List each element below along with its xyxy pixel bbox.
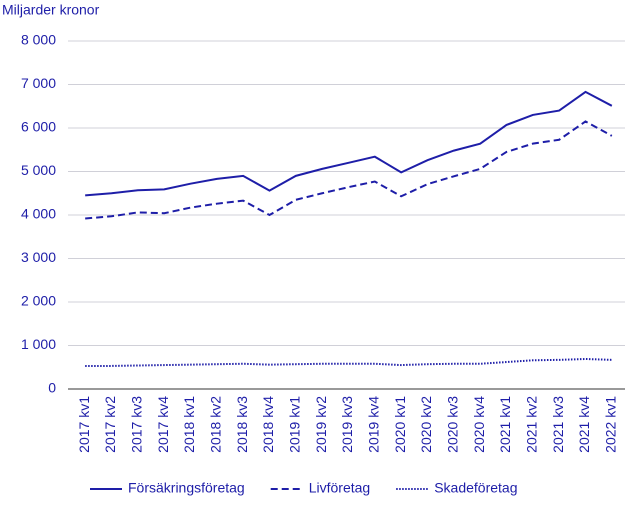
- x-tick-label: 2018 kv2: [208, 396, 224, 453]
- series-line: [85, 90, 613, 197]
- legend-label: Livföretag: [309, 480, 370, 496]
- x-tick-label: 2021 kv4: [576, 396, 592, 453]
- y-tick-label: 7 000: [21, 75, 56, 91]
- x-tick-label: 2018 kv4: [260, 396, 276, 453]
- x-tick-label: 2017 kv3: [129, 396, 145, 453]
- series-line: [85, 357, 612, 367]
- x-tick-label: 2017 kv1: [76, 396, 92, 453]
- y-tick-label: 1 000: [21, 336, 56, 352]
- y-tick-label: 5 000: [21, 162, 56, 178]
- x-tick-label: 2019 kv2: [313, 396, 329, 453]
- x-tick-label: 2020 kv4: [471, 396, 487, 453]
- y-tick-label: 2 000: [21, 293, 56, 309]
- x-tick-label: 2018 kv3: [234, 396, 250, 453]
- x-tick-label: 2017 kv4: [155, 396, 171, 453]
- x-tick-label: 2018 kv1: [181, 396, 197, 453]
- y-tick-label: 0: [48, 380, 56, 396]
- x-tick-label: 2020 kv2: [418, 396, 434, 453]
- legend-label: Skadeföretag: [434, 480, 517, 496]
- y-tick-label: 6 000: [21, 119, 56, 135]
- x-tick-label: 2020 kv1: [392, 396, 408, 453]
- y-tick-label: 8 000: [21, 32, 56, 48]
- x-tick-label: 2019 kv1: [287, 396, 303, 453]
- x-tick-label: 2021 kv3: [550, 396, 566, 453]
- y-tick-label: 3 000: [21, 249, 56, 265]
- x-tick-label: 2021 kv2: [524, 396, 540, 453]
- x-tick-label: 2022 kv1: [603, 396, 619, 453]
- series-line: [85, 120, 613, 220]
- legend-label: Försäkringsföretag: [128, 480, 245, 496]
- x-tick-label: 2017 kv2: [102, 396, 118, 453]
- y-axis-title: Miljarder kronor: [2, 2, 100, 18]
- x-tick-label: 2019 kv4: [366, 396, 382, 453]
- x-tick-label: 2019 kv3: [339, 396, 355, 453]
- x-tick-label: 2021 kv1: [497, 396, 513, 453]
- x-tick-label: 2020 kv3: [445, 396, 461, 453]
- y-tick-label: 4 000: [21, 206, 56, 222]
